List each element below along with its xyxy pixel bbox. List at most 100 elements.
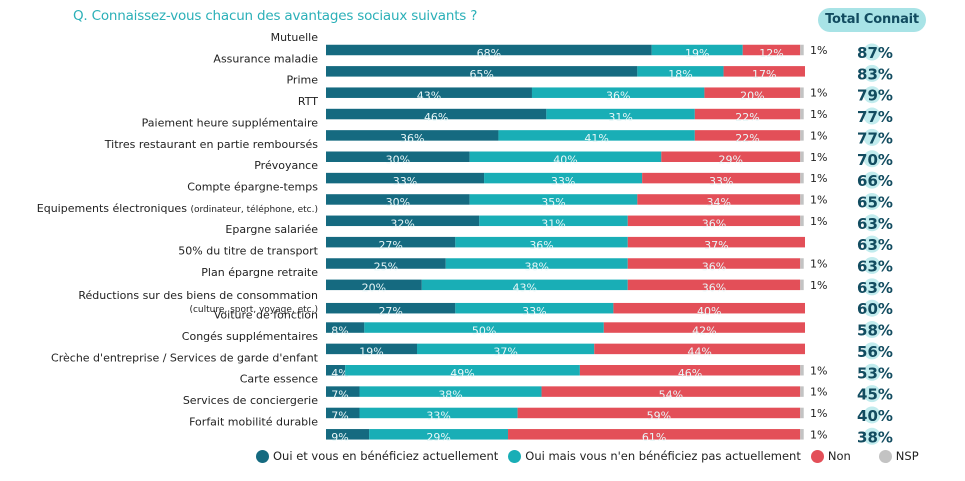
bar-segment [508,429,801,440]
legend-item-oui-beneficiez: Oui et vous en bénéficiez actuellement [256,449,498,463]
bar-segment [326,343,418,355]
legend-item-nsp: NSP [878,449,919,463]
bar-data-label: 7% [331,410,348,423]
bar-segment [694,130,801,141]
total-connait-value: 63% [857,215,893,233]
bar-data-label: 54% [659,388,683,401]
total-connait-value: 70% [857,151,893,169]
nsp-data-label: 1% [810,258,827,271]
bar-data-label: 8% [331,324,348,337]
bar-segment [455,302,614,314]
bar-segment [326,108,547,120]
bar-segment [627,236,805,248]
bar-segment [359,386,542,397]
category-label: Equipements électroniques (ordinateur, t… [37,202,318,215]
bar-data-label: 31% [608,111,632,124]
bar-segment [326,194,470,205]
chart-title: Q. Connaissez-vous chacun des avantages … [73,8,478,24]
bar-data-label: 46% [424,111,448,124]
total-connait-value: 63% [857,236,893,254]
bar-data-label: 34% [707,196,731,209]
total-highlight-circle [863,385,881,403]
total-highlight-circle [863,321,881,339]
bar-segment [326,172,485,184]
category-label: Forfait mobilité durable [189,415,318,428]
nsp-data-label: 1% [810,428,827,441]
bar-segment [326,322,365,333]
bar-segment [326,215,480,227]
total-connait-value: 53% [857,364,893,382]
bar-data-label: 44% [687,346,711,359]
bar-segment [800,365,804,376]
bar-data-label: 49% [450,367,474,380]
legend-swatch [878,449,892,463]
nsp-data-label: 1% [810,129,827,142]
bar-segment [694,108,801,120]
total-connait-value: 63% [857,258,893,276]
total-highlight-circle [863,214,881,232]
bar-data-label: 27% [378,239,402,252]
bar-segment [661,151,801,162]
total-highlight-circle [863,128,881,146]
bar-data-label: 19% [359,346,383,359]
bar-data-label: 37% [704,239,728,252]
bar-data-label: 33% [709,175,733,188]
bar-data-label: 19% [685,47,709,60]
bar-data-label: 43% [417,89,441,102]
bar-segment [541,386,801,397]
nsp-data-label: 1% [810,193,827,206]
legend-swatch [256,449,269,463]
total-highlight-circle [863,171,881,189]
bar-segment [800,130,804,141]
bar-data-label: 35% [541,196,565,209]
bar-segment [326,130,499,141]
category-label: Mutuelle [271,31,319,44]
category-label: Prévoyance [254,159,318,172]
bar-data-label: 36% [702,218,726,231]
bar-segment [800,87,804,98]
bar-data-label: 36% [400,132,424,145]
bar-data-label: 22% [735,111,759,124]
bar-segment [800,407,804,419]
total-connait-value: 45% [857,386,893,404]
chart-legend: Oui et vous en bénéficiez actuellement O… [256,449,929,463]
bar-segment [417,343,595,355]
bar-data-label: 38% [438,388,462,401]
bar-data-label: 31% [541,218,565,231]
bar-data-label: 4% [331,367,348,380]
bar-segment [498,130,695,141]
category-label: Réductions sur des biens de consommation [78,289,318,302]
total-highlight-circle [863,363,881,381]
total-highlight-circle [863,86,881,104]
category-label: Services de conciergerie [183,394,318,407]
bar-data-label: 36% [606,89,630,102]
total-highlight-circle [863,342,881,360]
legend-label: Non [827,449,851,463]
bar-segment [484,172,643,184]
category-label: Epargne salariée [225,223,318,236]
bar-data-label: 22% [735,132,759,145]
total-highlight-circle [863,235,881,253]
bar-segment [742,44,801,56]
category-label: RTT [298,95,318,108]
bar-segment [637,194,801,205]
bar-segment [479,215,628,227]
total-connait-value: 77% [857,129,893,147]
bar-data-label: 20% [740,89,764,102]
bar-data-label: 42% [692,324,716,337]
bar-segment [613,302,805,314]
total-connait-value: 77% [857,108,893,126]
total-highlight-circle [863,257,881,274]
bar-data-label: 36% [702,260,726,273]
bar-segment [455,236,628,248]
bar-data-label: 12% [759,47,783,60]
bar-data-label: 40% [697,305,721,318]
total-connait-value: 79% [857,87,893,105]
bar-segment [800,108,804,120]
legend-label: Oui et vous en bénéficiez actuellement [273,449,499,463]
category-label: 50% du titre de transport [178,245,318,258]
total-highlight-circle [863,278,881,296]
bar-data-label: 36% [702,282,726,295]
bar-segment [704,87,801,98]
